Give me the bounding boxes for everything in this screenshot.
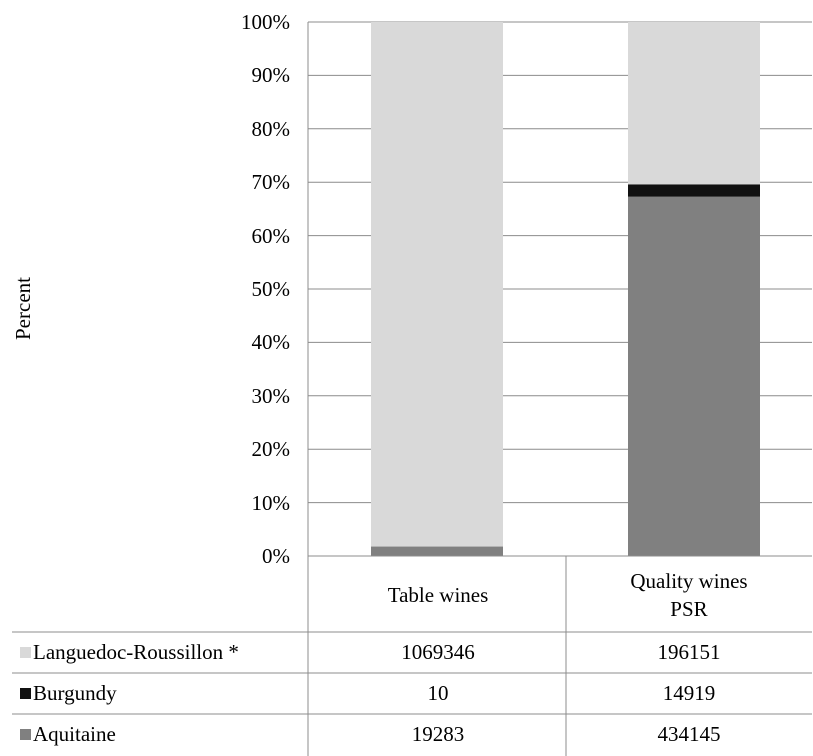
- data-table-borders: [12, 555, 812, 756]
- y-tick-label: 70%: [251, 170, 291, 195]
- y-tick-label: 100%: [241, 10, 290, 34]
- bars: [371, 22, 760, 556]
- y-axis-label: Percent: [9, 268, 37, 348]
- legend-key-burgundy: [20, 687, 31, 699]
- y-tick-label: 90%: [251, 63, 291, 88]
- category-header-quality-wines: Quality wines PSR: [566, 558, 812, 632]
- bar-segment: [628, 196, 760, 556]
- bar-segment: [628, 184, 760, 197]
- y-tick-label: 10%: [251, 490, 291, 515]
- data-label: 434145: [657, 721, 721, 746]
- y-tick-label: 40%: [251, 330, 291, 355]
- y-axis-label-text: Percent: [10, 276, 35, 340]
- bar-segment: [628, 22, 760, 185]
- data-label: 1069346: [401, 639, 475, 664]
- category-label-line1: Table wines: [387, 583, 489, 607]
- legend-row-burgundy: Burgundy: [20, 673, 310, 713]
- bar-segment: [371, 22, 503, 547]
- legend-label: Languedoc-Roussillon *: [33, 639, 239, 664]
- legend-row-aquitaine: Aquitaine: [20, 714, 310, 754]
- y-tick-label: 20%: [251, 437, 291, 462]
- y-tick-label: 30%: [251, 383, 291, 408]
- legend-label: Burgundy: [33, 680, 117, 705]
- data-label: 196151: [657, 639, 721, 664]
- data-label: 14919: [662, 680, 716, 705]
- y-tick-label: 50%: [251, 277, 291, 301]
- data-label: 19283: [411, 721, 465, 746]
- y-tick-label: 80%: [251, 116, 291, 141]
- category-header-table-wines: Table wines: [310, 558, 566, 632]
- legend-key-languedoc: [20, 646, 31, 658]
- category-label-line2: PSR: [670, 597, 708, 621]
- y-tick-label: 0%: [262, 544, 290, 568]
- legend-row-languedoc: Languedoc-Roussillon *: [20, 632, 310, 672]
- data-label: 10: [427, 680, 449, 705]
- category-label-line1: Quality wines: [630, 569, 748, 593]
- y-tick-label: 60%: [251, 223, 291, 248]
- bar-segment: [371, 546, 503, 556]
- legend-label: Aquitaine: [33, 721, 116, 746]
- legend-key-aquitaine: [20, 728, 31, 740]
